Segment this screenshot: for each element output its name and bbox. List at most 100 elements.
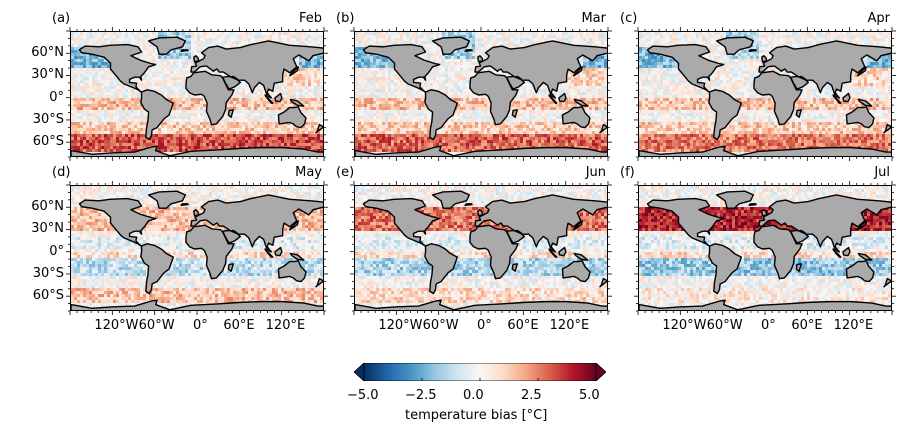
map-frame — [638, 31, 892, 157]
lon-tick-label: 0° — [193, 318, 208, 333]
panel-letter: (b) — [336, 11, 354, 26]
lon-tick-label: 60°W — [423, 318, 459, 333]
continent-14 — [883, 123, 891, 134]
panel-month-title: Jun — [586, 165, 606, 180]
continent-14 — [883, 277, 891, 288]
lat-tick-label: 30°N — [31, 221, 64, 236]
lon-tick-label: 60°E — [791, 318, 822, 333]
axis-ticks — [634, 27, 896, 161]
continent-9 — [477, 209, 484, 217]
panel-month-title: May — [295, 165, 322, 180]
axis-ticks — [634, 181, 896, 315]
continent-11 — [842, 92, 851, 103]
continent-3 — [758, 194, 891, 253]
map-frame — [70, 185, 324, 311]
lon-tick-label: 120°W — [662, 318, 706, 333]
continent-6 — [561, 260, 591, 283]
continent-15 — [748, 49, 757, 52]
continent-7 — [639, 145, 891, 156]
continent-7 — [71, 299, 323, 310]
continent-4 — [753, 70, 803, 126]
colorbar-tick-label: 0.0 — [463, 388, 484, 403]
continent-15 — [180, 49, 189, 52]
continent-8 — [227, 109, 234, 118]
axis-ticks — [350, 27, 612, 161]
continent-14 — [599, 277, 607, 288]
continent-11 — [558, 246, 567, 257]
continent-6 — [277, 260, 307, 283]
lon-tick-label: 60°W — [139, 318, 175, 333]
colorbar-tick-label: 5.0 — [579, 388, 600, 403]
colorbar-tick-label: 2.5 — [521, 388, 542, 403]
lat-tick-label: 30°N — [31, 67, 64, 82]
bias-map — [71, 186, 323, 310]
lon-tick-label: 120°E — [550, 318, 590, 333]
lon-tick-label: 120°W — [94, 318, 138, 333]
bias-map — [355, 186, 607, 310]
continent-6 — [845, 106, 875, 129]
map-panel-jul: (f) Jul 120°W 60°W 0° 60°E 120°E — [620, 165, 896, 333]
continent-12 — [548, 248, 558, 258]
panel-letter: (a) — [52, 11, 70, 26]
land-mask — [71, 36, 323, 156]
colorbar-svg — [353, 362, 607, 382]
continent-10 — [857, 66, 867, 77]
continent-14 — [315, 123, 323, 134]
continent-10 — [573, 66, 583, 77]
continent-4 — [469, 224, 519, 280]
continent-5 — [789, 75, 810, 90]
panel-month-title: Jul — [874, 165, 890, 180]
continent-14 — [315, 277, 323, 288]
continent-10 — [289, 220, 299, 231]
continent-13 — [289, 252, 305, 261]
continent-13 — [857, 252, 873, 261]
continent-3 — [758, 40, 891, 99]
continent-3 — [190, 194, 323, 253]
map-panel-feb: (a) Feb 60°N 30°N 0° 30°S 60°S — [31, 11, 328, 161]
land-mask — [355, 36, 607, 156]
panel-letter: (d) — [52, 165, 70, 180]
bias-map — [639, 32, 891, 156]
continent-13 — [573, 252, 589, 261]
land-mask — [71, 190, 323, 310]
map-panel-apr: (c) Apr — [620, 11, 896, 161]
continent-5 — [221, 229, 242, 244]
continent-10 — [573, 220, 583, 231]
land-mask — [639, 190, 891, 310]
continent-3 — [474, 40, 607, 99]
lon-tick-label: 60°W — [707, 318, 743, 333]
continent-5 — [221, 75, 242, 90]
continent-3 — [190, 40, 323, 99]
axis-ticks — [66, 27, 328, 161]
lon-tick-label: 120°E — [834, 318, 874, 333]
lat-tick-label: 30°S — [33, 266, 64, 281]
continent-14 — [599, 123, 607, 134]
continent-1 — [715, 36, 755, 55]
panel-letter: (e) — [336, 165, 354, 180]
map-panel-may: (d) May 60°N 30°N 0° 30°S 60°S 120°W 60°W 0° 60°E 1… — [31, 165, 328, 333]
continent-8 — [227, 263, 234, 272]
continent-1 — [431, 190, 471, 209]
lat-tick-label: 30°S — [33, 112, 64, 127]
continent-1 — [147, 190, 187, 209]
continent-15 — [180, 203, 189, 206]
land-mask — [355, 190, 607, 310]
continent-10 — [857, 220, 867, 231]
map-panel-jun: (e) Jun 120°W 60°W 0° 60°E 120°E — [336, 165, 612, 333]
continent-1 — [431, 36, 471, 55]
continent-4 — [185, 70, 235, 126]
continent-5 — [505, 229, 526, 244]
continent-0 — [646, 197, 725, 248]
continent-2 — [424, 243, 459, 295]
continent-2 — [140, 243, 175, 295]
continent-0 — [646, 43, 725, 94]
lon-tick-label: 0° — [761, 318, 776, 333]
lat-tick-label: 60°N — [31, 199, 64, 214]
colorbar — [353, 362, 607, 382]
continent-11 — [274, 92, 283, 103]
panel-month-title: Mar — [581, 11, 606, 26]
continent-7 — [71, 145, 323, 156]
continent-12 — [832, 248, 842, 258]
continent-0 — [362, 43, 441, 94]
continent-7 — [639, 299, 891, 310]
